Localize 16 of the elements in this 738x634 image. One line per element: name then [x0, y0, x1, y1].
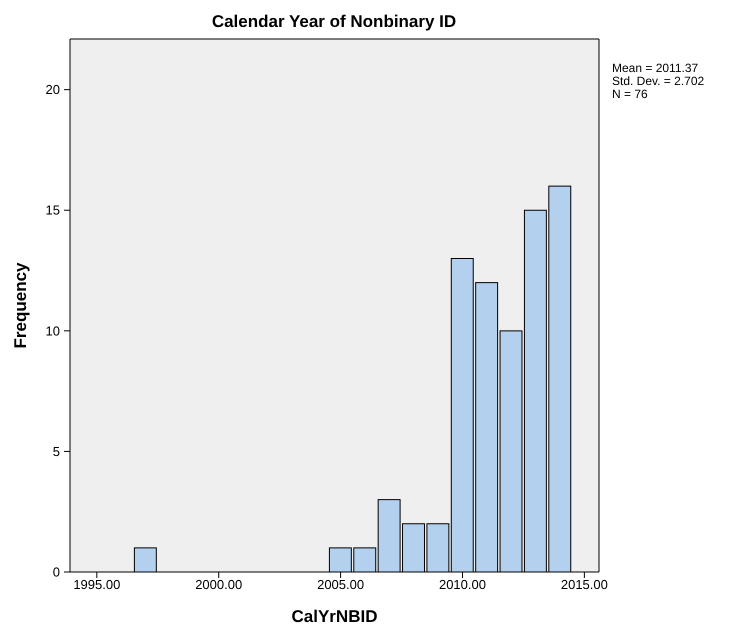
- y-axis-title: Frequency: [11, 262, 30, 348]
- chart-title: Calendar Year of Nonbinary ID: [210, 12, 458, 32]
- text: Std. Dev. = 2.702: [612, 74, 704, 88]
- y-tick-label: 5: [52, 444, 60, 459]
- x-tick-label: 2010.00: [438, 577, 486, 592]
- y-tick-label: 10: [46, 323, 60, 338]
- x-tick-label: 2000.00: [195, 577, 242, 592]
- text: Mean = 2011.37: [612, 61, 700, 75]
- y-tick-label: 15: [46, 202, 60, 218]
- x-tick-label: 2005.00: [317, 577, 364, 592]
- x-axis-title: CalYrNBID: [292, 607, 378, 626]
- x-tick-label: 1995.00: [73, 577, 120, 592]
- y-tick-label: 0: [52, 564, 60, 580]
- y-tick-label: 20: [46, 82, 60, 98]
- x-tick-label: 2015.00: [560, 577, 608, 592]
- text: N = 76: [612, 87, 649, 101]
